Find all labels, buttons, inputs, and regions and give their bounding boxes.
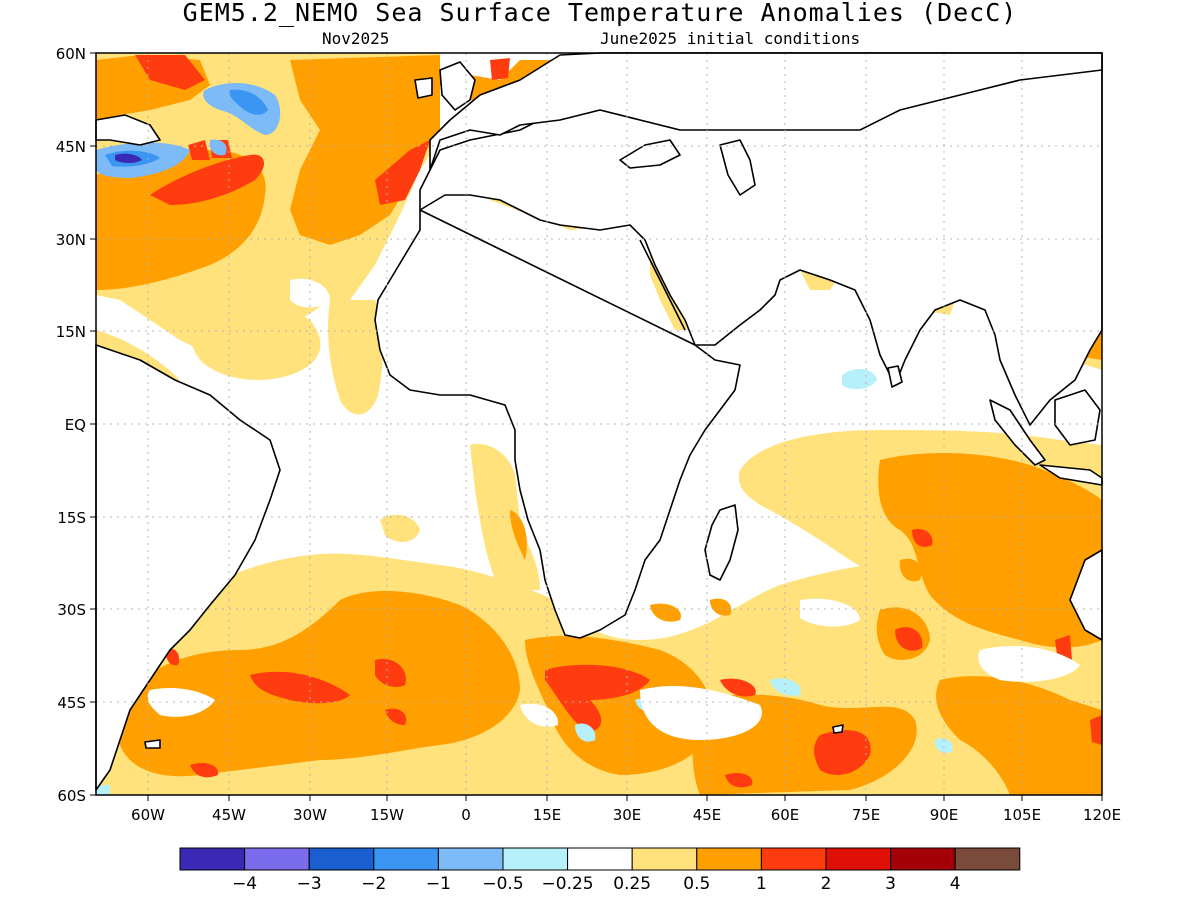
- map-title: GEM5.2_NEMO Sea Surface Temperature Anom…: [182, 0, 1018, 27]
- colorbar-label: 4: [950, 874, 961, 894]
- colorbar-swatch: [631, 847, 698, 871]
- colorbar-label: 2: [821, 874, 832, 894]
- lon-label: 60E: [771, 806, 800, 824]
- lon-label: 30E: [613, 806, 642, 824]
- colorbar-swatch: [437, 847, 504, 871]
- colorbar-swatch: [760, 847, 827, 871]
- colorbar-label: −1: [426, 874, 451, 894]
- sri-lanka: [887, 365, 903, 388]
- lat-label: 15S: [57, 509, 86, 527]
- lon-label: 120E: [1083, 806, 1121, 824]
- colorbar-swatch: [567, 847, 633, 871]
- colorbar-label: 0.25: [613, 874, 651, 894]
- europe: [429, 52, 1103, 171]
- axis-ticks: [90, 52, 1103, 801]
- gridlines: [96, 53, 1102, 795]
- anomaly-near-zero-gaps: [147, 278, 1080, 740]
- colorbar-swatch: [502, 847, 569, 871]
- black-sea: [619, 139, 681, 169]
- colorbar-label: −2: [361, 874, 386, 894]
- lon-label: 15E: [533, 806, 562, 824]
- colorbar-label: 3: [885, 874, 896, 894]
- colorbar-swatch: [308, 847, 375, 871]
- borneo: [1054, 389, 1101, 446]
- lon-label: 45E: [693, 806, 722, 824]
- falklands: [144, 739, 161, 749]
- lon-label: 60W: [131, 806, 165, 824]
- colorbar: −4 −3 −2 −1 −0.5 −0.25 0.25 0.5 1 2 3 4: [179, 847, 1021, 894]
- colorbar-label: −3: [297, 874, 322, 894]
- lat-label: 15N: [56, 323, 86, 341]
- colorbar-swatch: [373, 847, 439, 871]
- coastlines: [95, 52, 1103, 791]
- forecast-month: Nov2025: [322, 29, 390, 48]
- lon-label: 15W: [370, 806, 404, 824]
- lat-label: 45S: [57, 694, 86, 712]
- colorbar-label: 1: [756, 874, 767, 894]
- lon-label: 90E: [930, 806, 959, 824]
- longitude-labels: 60W 45W 30W 15W 0 15E 30E 45E 60E 75E 90…: [131, 806, 1121, 824]
- kerguelen: [832, 724, 844, 734]
- madagascar: [704, 504, 739, 581]
- lat-label: 60N: [56, 45, 86, 63]
- colorbar-swatch: [954, 847, 1021, 871]
- lon-label: 0: [461, 806, 471, 824]
- sumatra: [989, 399, 1046, 466]
- colorbar-swatch: [179, 847, 246, 871]
- ireland: [414, 77, 433, 99]
- newfoundland: [95, 114, 161, 146]
- anomaly-negative: [96, 83, 1050, 795]
- colorbar-label: −0.25: [542, 874, 594, 894]
- colorbar-swatch: [244, 847, 310, 871]
- caspian-sea: [719, 139, 756, 196]
- red-sea-coast: [639, 239, 686, 331]
- lat-label: EQ: [65, 416, 86, 434]
- colorbar-swatch: [825, 847, 892, 871]
- lat-label: 30N: [56, 231, 86, 249]
- colorbar-label: −0.5: [482, 874, 523, 894]
- lat-label: 30S: [57, 601, 86, 619]
- south-america: [95, 344, 281, 791]
- colorbar-swatch: [890, 847, 956, 871]
- colorbar-swatch: [696, 847, 762, 871]
- initial-conditions-label: June2025 initial conditions: [600, 29, 861, 48]
- lon-label: 30W: [293, 806, 327, 824]
- latitude-labels: 60N 45N 30N 15N EQ 15S 30S 45S 60S: [56, 45, 86, 805]
- colorbar-label: 0.5: [683, 874, 710, 894]
- lat-label: 60S: [57, 787, 86, 805]
- lon-label: 105E: [1003, 806, 1041, 824]
- colorbar-label: −4: [232, 874, 257, 894]
- lat-label: 45N: [56, 138, 86, 156]
- lon-label: 75E: [852, 806, 881, 824]
- lon-label: 45W: [212, 806, 246, 824]
